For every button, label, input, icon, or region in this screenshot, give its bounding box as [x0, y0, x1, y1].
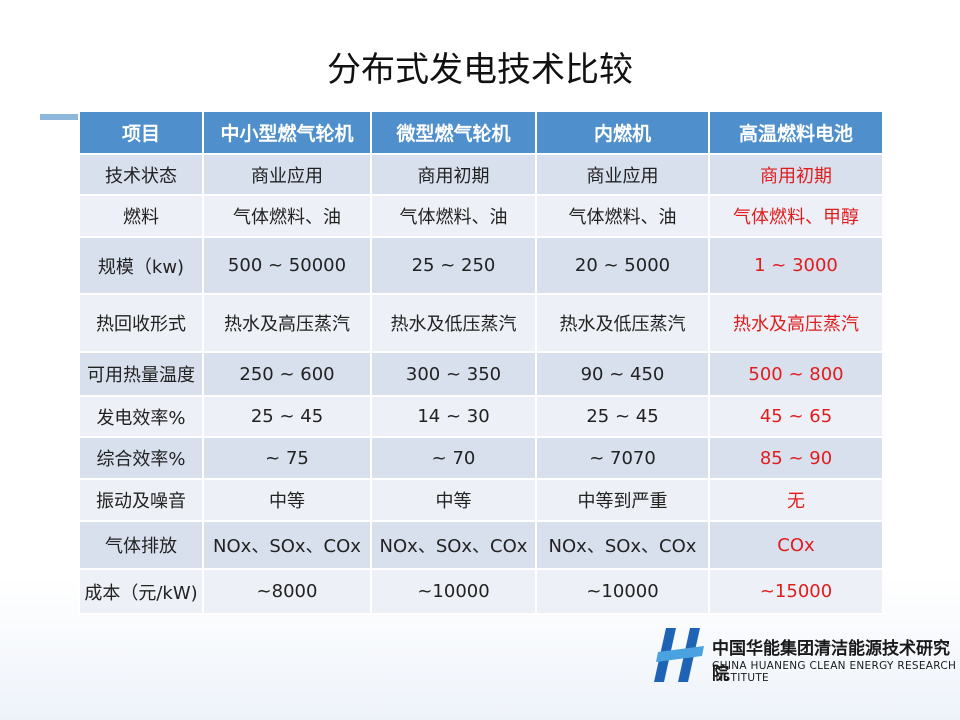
table-cell: COx: [708, 520, 884, 570]
row-label: 燃料: [78, 194, 204, 238]
header-cell: 微型燃气轮机: [370, 110, 537, 155]
logo-name-cn: 中国华能集团清洁能源技术研究院: [712, 639, 950, 684]
header-cell: 中小型燃气轮机: [202, 110, 372, 155]
table-cell: ~10000: [370, 568, 537, 615]
row-label: 成本（元/kW): [78, 568, 204, 615]
table-cell: 商业应用: [535, 153, 710, 196]
table-cell: 85 ~ 90: [708, 436, 884, 480]
table-cell: 20 ~ 5000: [535, 236, 710, 295]
row-label: 规模（kw): [78, 236, 204, 295]
table-cell: 气体燃料、甲醇: [708, 194, 884, 238]
table-cell: 气体燃料、油: [370, 194, 537, 238]
table-cell: ~ 7070: [535, 436, 710, 480]
header-row: 项目 中小型燃气轮机 微型燃气轮机 内燃机 高温燃料电池: [78, 110, 884, 155]
table-cell: ~ 70: [370, 436, 537, 480]
table-cell: 500 ~ 800: [708, 351, 884, 397]
table-cell: ~10000: [535, 568, 710, 615]
table-cell: NOx、SOx、COx: [535, 520, 710, 570]
table-cell: 45 ~ 65: [708, 395, 884, 438]
table-row: 可用热量温度 250 ~ 600 300 ~ 350 90 ~ 450 500 ~ 80…: [78, 351, 884, 397]
table-cell: ~ 75: [202, 436, 372, 480]
table-cell: 500 ~ 50000: [202, 236, 372, 295]
table-cell: 气体燃料、油: [535, 194, 710, 238]
header-cell: 高温燃料电池: [708, 110, 884, 155]
table-row: 综合效率% ~ 75 ~ 70 ~ 7070 85 ~ 90: [78, 436, 884, 480]
table-cell: 14 ~ 30: [370, 395, 537, 438]
table-cell: 25 ~ 45: [535, 395, 710, 438]
table-row: 振动及噪音 中等 中等 中等到严重无: [78, 478, 884, 522]
row-label: 振动及噪音: [78, 478, 204, 522]
table-cell: 无: [708, 478, 884, 522]
row-label: 综合效率%: [78, 436, 204, 480]
row-label: 气体排放: [78, 520, 204, 570]
table-cell: 300 ~ 350: [370, 351, 537, 397]
table-row: 技术状态 商业应用 商用初期 商业应用 商用初期: [78, 153, 884, 196]
table-cell: 中等: [202, 478, 372, 522]
row-label: 可用热量温度: [78, 351, 204, 397]
table-row: 成本（元/kW) ~8000 ~10000 ~10000 ~15000: [78, 568, 884, 615]
table-cell: 商业应用: [202, 153, 372, 196]
table-cell: 中等: [370, 478, 537, 522]
table-cell: 气体燃料、油: [202, 194, 372, 238]
table-cell: 商用初期: [708, 153, 884, 196]
header-cell: 内燃机: [535, 110, 710, 155]
table-row: 热回收形式 热水及高压蒸汽 热水及低压蒸汽 热水及低压蒸汽 热水及高压蒸汽: [78, 293, 884, 353]
table-row: 规模（kw) 500 ~ 50000 25 ~ 250 20 ~ 5000 1 ~ 30…: [78, 236, 884, 295]
table-cell: 热水及低压蒸汽: [535, 293, 710, 353]
table-cell: 25 ~ 250: [370, 236, 537, 295]
logo-mark: [654, 628, 704, 682]
logo-name-en: CHINA HUANENG CLEAN ENERGY RESEARCH INST…: [712, 660, 957, 684]
table-row: 气体排放 NOx、SOx、COx NOx、SOx、COx NOx、SOx、COx COx: [78, 520, 884, 570]
table-cell: 热水及高压蒸汽: [202, 293, 372, 353]
table-row: 发电效率% 25 ~ 45 14 ~ 30 25 ~ 45 45 ~ 65: [78, 395, 884, 438]
table-cell: 热水及低压蒸汽: [370, 293, 537, 353]
row-label: 技术状态: [78, 153, 204, 196]
table-cell: 中等到严重: [535, 478, 710, 522]
table-row: 燃料 气体燃料、油 气体燃料、油 气体燃料、油 气体燃料、甲醇: [78, 194, 884, 238]
table-cell: ~8000: [202, 568, 372, 615]
row-label: 发电效率%: [78, 395, 204, 438]
table-cell: 90 ~ 450: [535, 351, 710, 397]
table-cell: 热水及高压蒸汽: [708, 293, 884, 353]
table-cell: 250 ~ 600: [202, 351, 372, 397]
table-cell: 25 ~ 45: [202, 395, 372, 438]
comparison-table: 项目 中小型燃气轮机 微型燃气轮机 内燃机 高温燃料电池 技术状态 商业应用 商用初期 商业应用…: [78, 110, 884, 615]
table-cell: 商用初期: [370, 153, 537, 196]
accent-bar: [40, 114, 80, 120]
table-cell: ~15000: [708, 568, 884, 615]
table-cell: NOx、SOx、COx: [370, 520, 537, 570]
header-cell: 项目: [78, 110, 204, 155]
table-cell: NOx、SOx、COx: [202, 520, 372, 570]
slide-title: 分布式发电技术比较: [327, 50, 633, 90]
table-cell: 1 ~ 3000: [708, 236, 884, 295]
row-label: 热回收形式: [78, 293, 204, 353]
